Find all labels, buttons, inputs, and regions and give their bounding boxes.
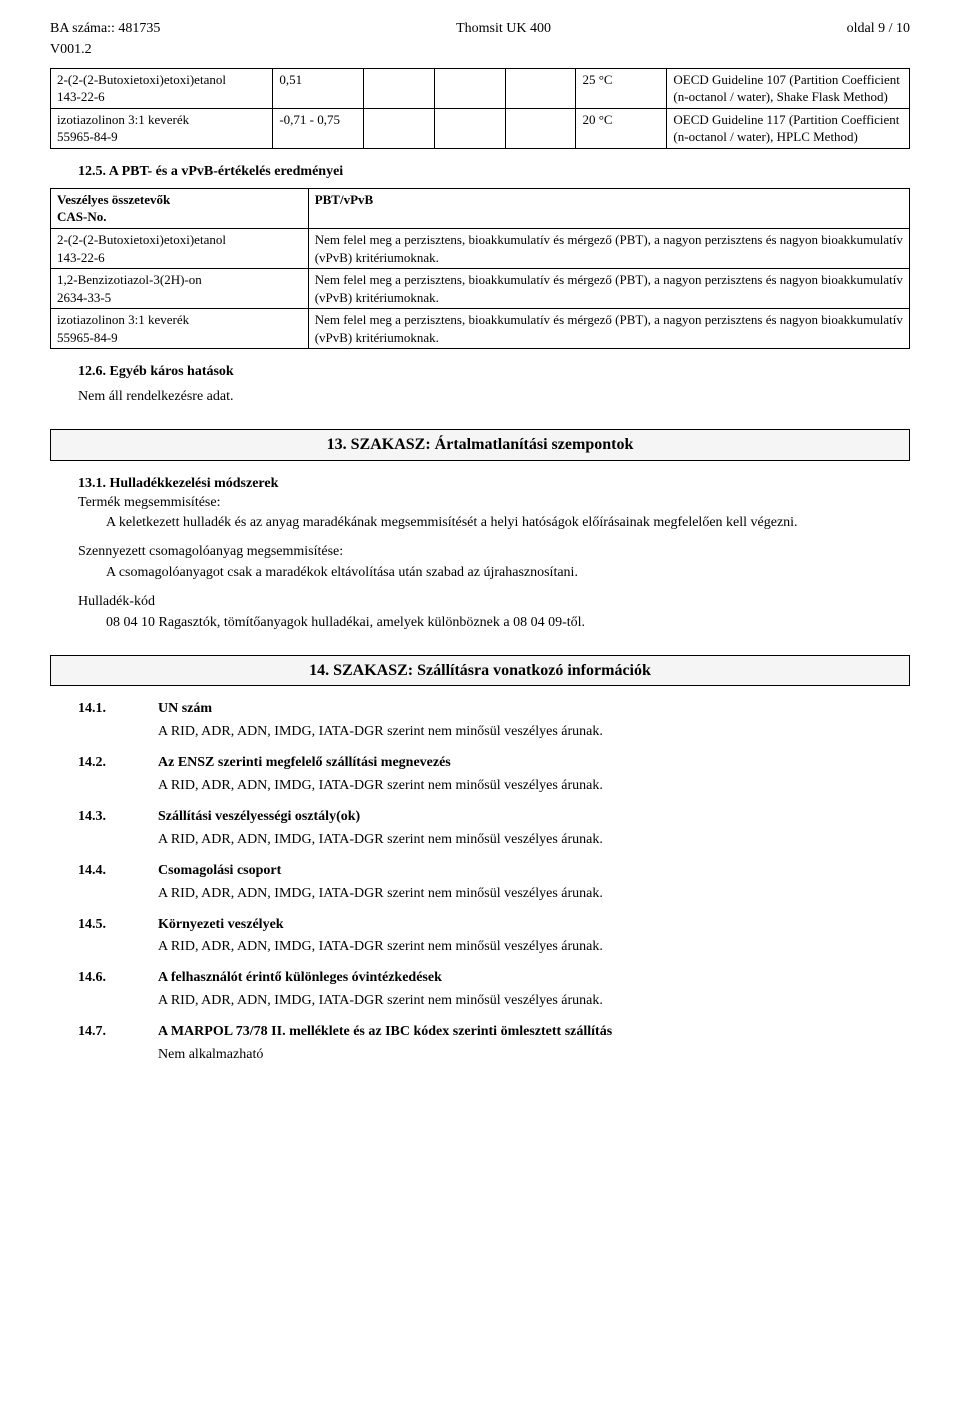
prod-dispose-label: Termék megsemmisítése: <box>78 494 910 513</box>
s14-7-text: Nem alkalmazható <box>158 1046 910 1065</box>
page-header: BA száma:: 481735 Thomsit UK 400 oldal 9… <box>50 20 910 60</box>
partition-table: 2-(2-(2-Butoxietoxi)etoxi)etanol 143-22-… <box>50 68 910 149</box>
s14-item-text: A RID, ADR, ADN, IMDG, IATA-DGR szerint … <box>158 992 910 1011</box>
s14-item-text: A RID, ADR, ADN, IMDG, IATA-DGR szerint … <box>158 723 910 742</box>
s14-item-num: 14.5. <box>78 916 158 935</box>
table-cell <box>505 68 576 108</box>
table-row: izotiazolinon 3:1 keverék 55965-84-9-0,7… <box>51 108 910 148</box>
pbt-header-right: PBT/vPvB <box>308 188 909 228</box>
s14-7-num: 14.7. <box>78 1023 158 1042</box>
header-product: Thomsit UK 400 <box>456 20 551 39</box>
pbt-result-cell: Nem felel meg a perzisztens, bioakkumula… <box>308 269 909 309</box>
s12-6-title: 12.6. Egyéb káros hatások <box>78 363 910 382</box>
s13-1-title: 13.1. Hulladékkezelési módszerek <box>78 475 910 494</box>
table-cell: OECD Guideline 107 (Partition Coefficien… <box>667 68 910 108</box>
table-row: 2-(2-(2-Butoxietoxi)etoxi)etanol 143-22-… <box>51 68 910 108</box>
pbt-substance-cell: 1,2-Benzizotiazol-3(2H)-on 2634-33-5 <box>51 269 309 309</box>
table-row: 2-(2-(2-Butoxietoxi)etoxi)etanol 143-22-… <box>51 228 910 268</box>
s14-item-label: UN szám <box>158 700 212 719</box>
s14-item-num: 14.2. <box>78 754 158 773</box>
s14-item-row: 14.2.Az ENSZ szerinti megfelelő szállítá… <box>78 754 910 773</box>
table-cell <box>435 108 506 148</box>
table-cell: -0,71 - 0,75 <box>273 108 364 148</box>
s14-item-text: A RID, ADR, ADN, IMDG, IATA-DGR szerint … <box>158 831 910 850</box>
section-13-bar: 13. SZAKASZ: Ártalmatlanítási szempontok <box>50 429 910 461</box>
pbt-header-left: Veszélyes összetevők CAS-No. <box>51 188 309 228</box>
s14-item-text: A RID, ADR, ADN, IMDG, IATA-DGR szerint … <box>158 938 910 957</box>
table-cell: 0,51 <box>273 68 364 108</box>
table-cell <box>364 68 435 108</box>
table-cell <box>505 108 576 148</box>
section-14-bar: 14. SZAKASZ: Szállításra vonatkozó infor… <box>50 655 910 687</box>
pbt-result-cell: Nem felel meg a perzisztens, bioakkumula… <box>308 228 909 268</box>
s14-item-row: 14.6.A felhasználót érintő különleges óv… <box>78 969 910 988</box>
s14-item-label: Szállítási veszélyességi osztály(ok) <box>158 808 360 827</box>
pack-dispose-text: A csomagolóanyagot csak a maradékok eltá… <box>106 564 910 583</box>
s14-item-row: 14.3.Szállítási veszélyességi osztály(ok… <box>78 808 910 827</box>
s14-7-label: A MARPOL 73/78 II. melléklete és az IBC … <box>158 1023 612 1042</box>
pbt-substance-cell: izotiazolinon 3:1 keverék 55965-84-9 <box>51 309 309 349</box>
waste-code-text: 08 04 10 Ragasztók, tömítőanyagok hullad… <box>106 614 910 633</box>
table-cell: 20 °C <box>576 108 667 148</box>
s14-item-label: Az ENSZ szerinti megfelelő szállítási me… <box>158 754 451 773</box>
s14-item-text: A RID, ADR, ADN, IMDG, IATA-DGR szerint … <box>158 885 910 904</box>
s14-item-text: A RID, ADR, ADN, IMDG, IATA-DGR szerint … <box>158 777 910 796</box>
table-cell: izotiazolinon 3:1 keverék 55965-84-9 <box>51 108 273 148</box>
s14-7-row: 14.7. A MARPOL 73/78 II. melléklete és a… <box>78 1023 910 1042</box>
table-cell: 2-(2-(2-Butoxietoxi)etoxi)etanol 143-22-… <box>51 68 273 108</box>
prod-dispose-text: A keletkezett hulladék és az anyag marad… <box>106 514 910 533</box>
s12-5-title: 12.5. A PBT- és a vPvB-értékelés eredmén… <box>78 163 910 182</box>
s14-item-num: 14.6. <box>78 969 158 988</box>
waste-code-label: Hulladék-kód <box>78 593 910 612</box>
s14-item-label: Csomagolási csoport <box>158 862 281 881</box>
table-row: 1,2-Benzizotiazol-3(2H)-on 2634-33-5Nem … <box>51 269 910 309</box>
s14-item-label: Környezeti veszélyek <box>158 916 284 935</box>
pack-dispose-label: Szennyezett csomagolóanyag megsemmisítés… <box>78 543 910 562</box>
table-cell: 25 °C <box>576 68 667 108</box>
table-row: izotiazolinon 3:1 keverék 55965-84-9Nem … <box>51 309 910 349</box>
pbt-result-cell: Nem felel meg a perzisztens, bioakkumula… <box>308 309 909 349</box>
s12-6-text: Nem áll rendelkezésre adat. <box>78 388 910 407</box>
s14-item-num: 14.4. <box>78 862 158 881</box>
table-cell <box>364 108 435 148</box>
pbt-substance-cell: 2-(2-(2-Butoxietoxi)etoxi)etanol 143-22-… <box>51 228 309 268</box>
pbt-table: Veszélyes összetevők CAS-No. PBT/vPvB 2-… <box>50 188 910 349</box>
s14-item-row: 14.1.UN szám <box>78 700 910 719</box>
table-cell: OECD Guideline 117 (Partition Coefficien… <box>667 108 910 148</box>
s14-item-num: 14.3. <box>78 808 158 827</box>
table-cell <box>435 68 506 108</box>
header-ba: BA száma:: 481735 <box>50 20 160 39</box>
s14-item-row: 14.4.Csomagolási csoport <box>78 862 910 881</box>
header-version: V001.2 <box>50 41 92 60</box>
s14-item-num: 14.1. <box>78 700 158 719</box>
s14-item-row: 14.5.Környezeti veszélyek <box>78 916 910 935</box>
s14-item-label: A felhasználót érintő különleges óvintéz… <box>158 969 442 988</box>
header-page: oldal 9 / 10 <box>847 20 910 39</box>
